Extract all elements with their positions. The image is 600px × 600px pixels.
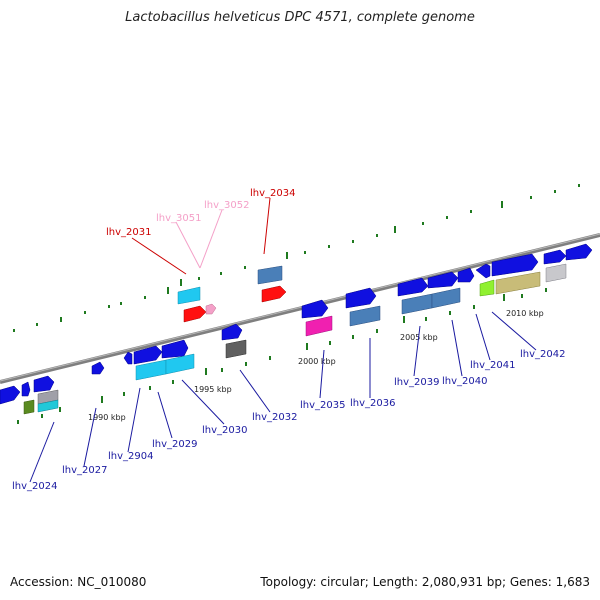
gene-label-lhv-2039: lhv_2039 [394, 377, 439, 388]
gene-label-lhv-2030: lhv_2030 [202, 425, 247, 436]
gene-arrow [427, 271, 459, 289]
gene-arrow [301, 299, 329, 319]
gene-arrow [543, 249, 567, 265]
gene-arrow [123, 351, 133, 365]
gene-box [349, 305, 381, 327]
gene-features [0, 243, 593, 415]
gene-box [545, 263, 567, 283]
gene-arrow [345, 287, 377, 309]
gene-box [495, 271, 541, 295]
gene-label-lhv-3052: lhv_3052 [204, 200, 249, 211]
gene-box [431, 287, 461, 309]
gene-label-lhv-2042: lhv_2042 [520, 349, 565, 360]
gene-box [37, 399, 59, 413]
gene-box [479, 279, 495, 297]
scale-label-1990: 1990 kbp [88, 413, 126, 422]
gene-label-lhv-2032: lhv_2032 [252, 412, 297, 423]
gene-label-lhv-2036: lhv_2036 [350, 398, 395, 409]
genome-backbone [0, 233, 600, 384]
gene-box [23, 399, 35, 415]
gene-box [401, 293, 433, 315]
inner-tick-row [17, 288, 547, 424]
gene-arrow [491, 253, 539, 277]
gene-label-lhv-2024: lhv_2024 [12, 481, 57, 492]
map-title: Lactobacillus helveticus DPC 4571, compl… [125, 10, 475, 25]
gene-label-lhv-2031: lhv_2031 [106, 227, 151, 238]
gene-arrow [21, 381, 31, 397]
gene-label-lhv-2029: lhv_2029 [152, 439, 197, 450]
gene-arrow [161, 339, 189, 359]
gene-label-lhv-2041: lhv_2041 [470, 360, 515, 371]
gene-box [305, 315, 333, 337]
leader-lines [29, 197, 537, 483]
genome-summary-text: Topology: circular; Length: 2,080,931 bp… [260, 575, 590, 589]
gene-label-lhv-3051: lhv_3051 [156, 213, 201, 224]
gene-arrow [565, 243, 593, 261]
gene-arrow [397, 277, 429, 297]
gene-label-lhv-2027: lhv_2027 [62, 465, 107, 476]
gene-arrow [221, 323, 243, 341]
outer-tick-row [13, 184, 580, 332]
gene-arrow [183, 305, 207, 323]
gene-box [165, 353, 195, 375]
gene-arrow [205, 303, 217, 315]
accession-text: Accession: NC_010080 [10, 575, 147, 589]
gene-box [177, 286, 201, 305]
gene-label-lhv-2904: lhv_2904 [108, 451, 153, 462]
scale-label-2000: 2000 kbp [298, 357, 336, 366]
gene-label-lhv-2034: lhv_2034 [250, 188, 295, 199]
gene-arrow [0, 385, 21, 405]
gene-arrow [457, 267, 475, 283]
scale-label-1995: 1995 kbp [194, 385, 232, 394]
gene-label-lhv-2040: lhv_2040 [442, 376, 487, 387]
gene-arrow [91, 361, 105, 375]
gene-arrow [33, 375, 55, 393]
gene-box [225, 339, 247, 359]
gene-arrow [133, 345, 163, 365]
gene-label-lhv-2035: lhv_2035 [300, 400, 345, 411]
gene-arrow [261, 285, 287, 303]
gene-arrow [475, 263, 491, 279]
scale-label-2010: 2010 kbp [506, 309, 544, 318]
gene-box [257, 265, 283, 285]
